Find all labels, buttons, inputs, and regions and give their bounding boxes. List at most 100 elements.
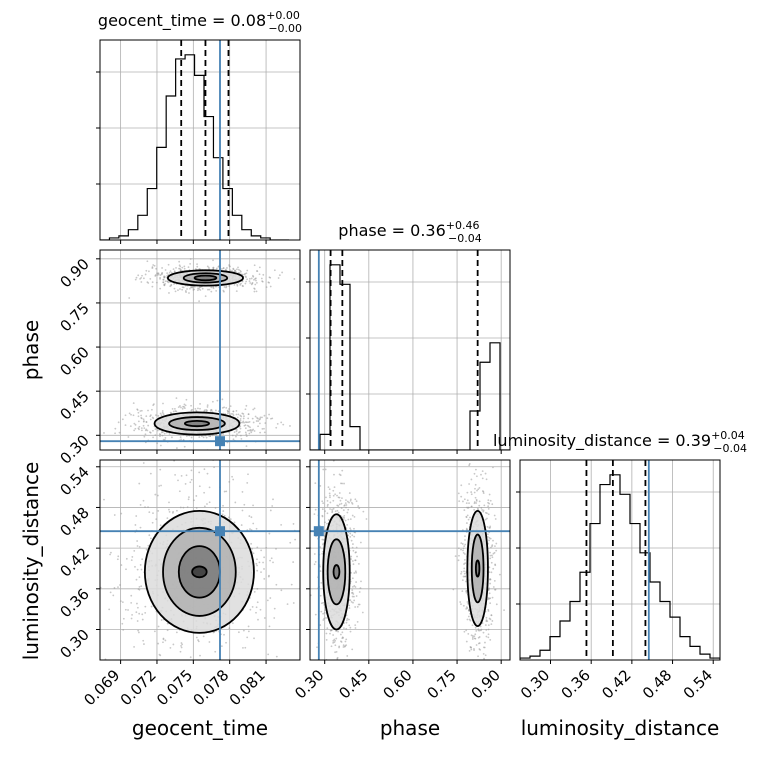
contour-0-1: [326, 538, 347, 606]
sample-point: [255, 611, 257, 614]
sample-point: [216, 399, 219, 402]
sample-point: [314, 508, 317, 511]
sample-point: [491, 556, 494, 559]
ytick-label-phase-3: 0.75: [56, 299, 92, 335]
sample-point: [152, 436, 154, 439]
contour-0-2: [166, 269, 244, 287]
y-axis-label-phase: phase: [19, 320, 43, 380]
sample-point: [91, 539, 93, 541]
sample-point: [462, 547, 465, 550]
sample-point: [468, 483, 470, 485]
sample-point: [466, 667, 468, 669]
sample-point: [248, 432, 251, 435]
sample-point: [103, 432, 105, 434]
sample-point: [136, 602, 138, 605]
sample-point: [351, 534, 354, 537]
sample-point: [353, 572, 356, 574]
sample-point: [263, 431, 266, 434]
sample-point: [207, 447, 209, 449]
sample-point: [168, 510, 171, 513]
sample-point: [473, 472, 476, 475]
sample-point: [474, 487, 476, 490]
sample-point: [250, 283, 253, 286]
sample-point: [357, 562, 360, 565]
sample-point: [151, 285, 154, 288]
sample-point: [196, 265, 199, 268]
sample-point: [252, 274, 254, 277]
sample-point: [341, 637, 344, 640]
sample-point: [157, 510, 160, 512]
sample-point: [259, 416, 262, 419]
sample-point: [203, 468, 206, 471]
sample-point: [119, 584, 121, 586]
sample-point: [158, 653, 161, 656]
sample-point: [195, 495, 198, 497]
sample-point: [222, 289, 225, 292]
sample-point: [149, 414, 152, 417]
sample-point: [247, 630, 250, 633]
sample-point: [243, 273, 246, 276]
sample-point: [466, 514, 469, 517]
sample-point: [483, 657, 485, 660]
sample-point: [286, 603, 289, 606]
sample-point: [170, 284, 173, 287]
sample-point: [271, 505, 274, 507]
sample-point: [349, 498, 352, 501]
sample-point: [181, 407, 184, 410]
sample-point: [474, 440, 476, 442]
sample-point: [470, 648, 473, 651]
sample-point: [322, 468, 325, 471]
sample-point: [345, 506, 347, 509]
sample-point: [349, 599, 352, 602]
sample-point: [355, 581, 358, 583]
sample-point: [348, 501, 350, 504]
sample-point: [215, 267, 218, 270]
sample-point: [265, 286, 268, 289]
sample-point: [198, 485, 201, 488]
sample-point: [463, 545, 466, 547]
sample-point: [461, 543, 464, 545]
sample-point: [186, 506, 189, 509]
sample-point: [137, 629, 140, 632]
sample-point: [351, 546, 354, 549]
sample-point: [475, 475, 478, 478]
sample-point: [327, 519, 330, 521]
sample-point: [175, 266, 177, 269]
xtick-label-luminosity_distance-3: 0.48: [639, 666, 675, 702]
sample-point: [173, 287, 176, 290]
sample-point: [325, 496, 327, 499]
sample-point: [253, 278, 255, 281]
sample-point: [198, 436, 201, 439]
sample-point: [142, 277, 145, 280]
sample-point: [190, 404, 192, 407]
sample-point: [244, 282, 247, 285]
sample-point: [346, 655, 349, 657]
sample-point: [485, 629, 488, 631]
sample-point: [117, 421, 120, 424]
sample-point: [351, 591, 354, 594]
sample-point: [138, 425, 141, 428]
sample-point: [462, 575, 465, 578]
sample-point: [493, 579, 496, 582]
sample-point: [488, 587, 490, 590]
sample-point: [206, 472, 209, 475]
sample-point: [211, 400, 214, 403]
sample-point: [109, 591, 112, 594]
sample-point: [231, 434, 234, 437]
sample-point: [160, 431, 163, 434]
sample-point: [255, 279, 257, 282]
xtick-label-geocent_time-1: 0.072: [117, 666, 160, 709]
sample-point: [275, 426, 278, 429]
sample-point: [343, 662, 345, 664]
sample-point: [149, 431, 152, 434]
sample-point: [134, 565, 136, 568]
sample-point: [336, 657, 339, 660]
ytick-label-luminosity_distance-4: 0.54: [56, 463, 92, 499]
sample-point: [349, 630, 352, 633]
contour-0-1: [182, 272, 229, 284]
sample-point: [273, 607, 276, 610]
sample-point: [273, 269, 276, 272]
sample-point: [503, 609, 505, 611]
sample-point: [113, 514, 116, 516]
